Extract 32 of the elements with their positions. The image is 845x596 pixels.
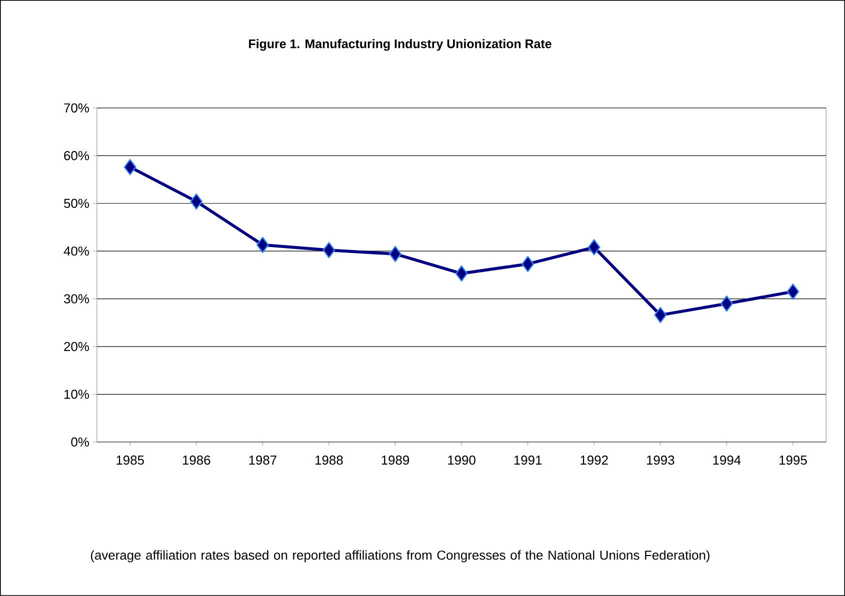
- chart-title: Figure 1. Manufacturing Industry Unionization Rate: [249, 39, 552, 51]
- y-tick-label: 70%: [64, 103, 89, 113]
- point: [588, 239, 600, 256]
- y-tick-label: 20%: [64, 342, 89, 352]
- y-tick-label: 10%: [64, 390, 89, 399]
- y-tick-label: 50%: [64, 198, 89, 208]
- x-tick-label: 1994: [713, 456, 741, 465]
- x-tick-label: 1991: [514, 456, 542, 465]
- point: [455, 265, 468, 282]
- point: [256, 236, 269, 254]
- x-tick-label: 1985: [116, 456, 144, 465]
- x-tick-label: 1990: [448, 456, 476, 465]
- x-tick-label: 1986: [182, 456, 210, 465]
- x-tick-label: 1993: [646, 456, 674, 465]
- point: [124, 159, 136, 176]
- x-tick-label: 1987: [249, 456, 276, 465]
- y-tick-label: 0%: [71, 437, 89, 447]
- x-tick-label: 1992: [580, 456, 608, 465]
- text: (average affiliation rates based on reported affiliations from Congresses of the National Unions Federation): [90, 550, 710, 562]
- y-tick-label: 60%: [64, 151, 89, 160]
- point: [389, 246, 402, 262]
- point: [654, 306, 667, 324]
- x-tick-label: 1989: [382, 456, 410, 465]
- x-tick-label: 1995: [780, 456, 807, 465]
- x-tick-label: 1988: [316, 456, 343, 465]
- point: [322, 242, 336, 258]
- point: [720, 296, 733, 312]
- point: [522, 256, 534, 272]
- point: [190, 193, 203, 210]
- point: [786, 284, 800, 300]
- y-tick-label: 30%: [64, 294, 89, 304]
- y-tick-label: 40%: [64, 246, 89, 256]
